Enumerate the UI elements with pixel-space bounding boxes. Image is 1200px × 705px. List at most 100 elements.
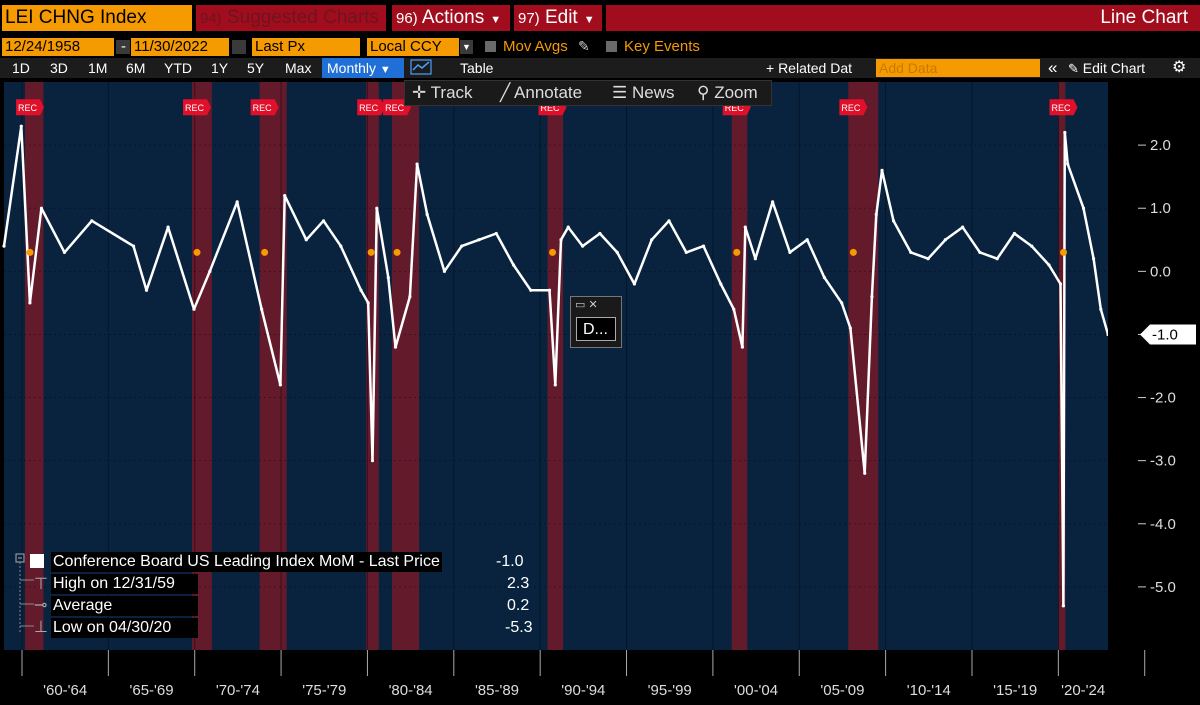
data-point	[863, 471, 867, 475]
calendar-icon[interactable]	[232, 40, 246, 54]
annotate-icon: ╱	[500, 83, 511, 102]
data-point	[1030, 244, 1034, 248]
line-chart[interactable]: REC REC REC REC REC REC REC REC REC 2.0 1.0 0.0 -1.0…	[0, 80, 1200, 705]
edit-button[interactable]: 97) Edit ▼	[514, 5, 602, 31]
data-point	[370, 459, 375, 463]
event-marker[interactable]: REC	[839, 99, 868, 116]
y-tick-label: 2.0	[1150, 137, 1171, 154]
event-point	[733, 248, 741, 256]
mini-window[interactable]: ▭ ✕ D...	[570, 296, 622, 348]
collapse-button[interactable]: «	[1048, 58, 1058, 77]
currency-select[interactable]: Local CCY	[367, 38, 459, 56]
data-point	[425, 212, 429, 217]
table-button[interactable]: Table	[460, 60, 494, 76]
event-marker[interactable]: REC	[357, 99, 386, 116]
data-point	[874, 212, 878, 217]
event-marker[interactable]: REC	[182, 99, 211, 116]
data-point	[166, 225, 170, 229]
average-icon: ⊸	[34, 597, 48, 614]
data-point	[304, 238, 308, 242]
ticker-field[interactable]: LEI CHNG Index	[2, 5, 192, 31]
data-point	[28, 301, 32, 305]
data-point	[719, 282, 723, 286]
suggested-charts-button[interactable]: 94) Suggested Charts	[196, 5, 386, 31]
data-point	[1047, 263, 1051, 267]
crosshair-icon: ✛	[412, 83, 427, 102]
date-separator: -	[121, 38, 126, 55]
data-point	[339, 244, 343, 248]
mov-avgs-checkbox[interactable]	[485, 41, 496, 52]
x-axis-band	[0, 650, 1200, 705]
period-1y[interactable]: 1Y	[211, 60, 229, 76]
event-point	[549, 248, 557, 256]
period-1m[interactable]: 1M	[88, 60, 108, 76]
chevron-down-icon[interactable]: ▼	[460, 40, 473, 54]
data-point	[90, 219, 94, 223]
data-point	[144, 288, 149, 292]
news-tool[interactable]: ☰ News	[612, 82, 675, 104]
chevron-down-icon: ▼	[490, 14, 502, 26]
frequency-select[interactable]: Monthly ▼	[322, 58, 404, 78]
data-point	[581, 244, 585, 248]
data-point	[321, 219, 326, 223]
period-ytd[interactable]: YTD	[164, 60, 192, 76]
event-label: REC	[1052, 103, 1072, 113]
data-point	[1099, 307, 1103, 311]
x-tick-label: '15-'19	[993, 682, 1037, 699]
data-point	[732, 307, 736, 311]
event-marker[interactable]: REC	[1049, 99, 1078, 116]
mini-window-label: D...	[576, 317, 616, 341]
zoom-tool[interactable]: ⚲ Zoom	[697, 82, 758, 104]
data-point	[39, 206, 44, 210]
period-1d[interactable]: 1D	[12, 60, 30, 76]
data-point	[208, 269, 212, 273]
data-point	[559, 238, 563, 242]
actions-button[interactable]: 96) Actions ▼	[392, 5, 510, 31]
data-point	[494, 231, 498, 236]
event-marker[interactable]: REC	[16, 99, 45, 116]
key-events-label[interactable]: Key Events	[624, 38, 700, 55]
field-select[interactable]: Last Px	[252, 38, 360, 56]
track-tool[interactable]: ✛ Track	[412, 82, 473, 104]
recession-band	[731, 82, 748, 650]
x-tick-label: '80-'84	[389, 682, 433, 699]
data-point	[415, 162, 419, 166]
line-chart-icon[interactable]	[410, 58, 438, 78]
window-controls[interactable]: ▭ ✕	[575, 299, 598, 311]
x-tick-label: '00-'04	[734, 682, 778, 699]
data-point	[1012, 231, 1017, 236]
suggested-label: Suggested Charts	[226, 7, 380, 28]
data-point	[632, 282, 637, 286]
x-tick-label: '70-'74	[216, 682, 260, 699]
key-events-checkbox[interactable]	[606, 41, 617, 52]
event-marker[interactable]: REC	[250, 99, 279, 116]
gear-icon[interactable]: ⚙	[1172, 59, 1187, 76]
news-icon: ☰	[612, 83, 628, 102]
period-max[interactable]: Max	[285, 60, 312, 76]
edit-number: 97)	[518, 10, 540, 27]
pencil-icon[interactable]: ✎	[578, 38, 590, 54]
series-swatch	[30, 554, 44, 568]
start-date-field[interactable]: 12/24/1958	[2, 38, 114, 56]
annotate-tool[interactable]: ╱ Annotate	[500, 82, 582, 104]
event-badge	[16, 99, 45, 116]
y-tick-label: -3.0	[1150, 453, 1176, 470]
calendar-icon[interactable]	[116, 40, 130, 54]
data-point	[366, 301, 370, 305]
event-point	[1060, 248, 1068, 256]
data-point	[1066, 162, 1070, 166]
end-date-field[interactable]: 11/30/2022	[131, 38, 229, 56]
add-data-input[interactable]: Add Data	[876, 59, 1040, 77]
related-data-button[interactable]: + Related Dat	[766, 60, 852, 76]
period-6m[interactable]: 6M	[126, 60, 146, 76]
data-point	[278, 383, 282, 387]
data-point	[408, 294, 412, 299]
mov-avgs-label[interactable]: Mov Avgs	[503, 38, 568, 55]
data-point	[926, 257, 930, 261]
event-point	[393, 248, 401, 256]
period-3d[interactable]: 3D	[50, 60, 68, 76]
data-point	[566, 225, 570, 229]
period-5y[interactable]: 5Y	[247, 60, 265, 76]
edit-chart-button[interactable]: ✎ Edit Chart	[1068, 58, 1168, 78]
high-icon: ⊤	[34, 576, 48, 593]
